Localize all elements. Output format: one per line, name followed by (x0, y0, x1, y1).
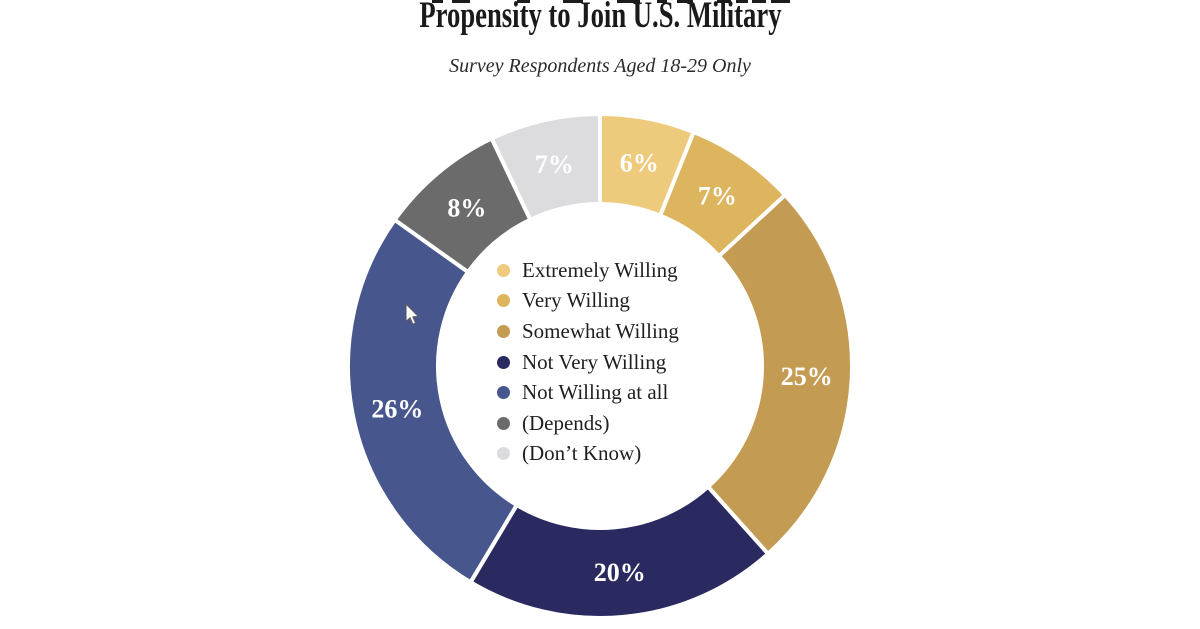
legend-item-extremely-willing[interactable]: Extremely Willing (497, 255, 679, 286)
mouse-cursor-icon (405, 303, 420, 325)
legend-item-don-t-know[interactable]: (Don’t Know) (497, 439, 679, 470)
legend-item-not-willing-at-all[interactable]: Not Willing at all (497, 377, 679, 408)
segment-value-label: 7% (698, 182, 737, 211)
legend-item-depends[interactable]: (Depends) (497, 408, 679, 439)
segment-value-label: 20% (594, 558, 646, 587)
segment-value-label: 7% (535, 150, 574, 179)
legend-label: (Depends) (522, 410, 610, 435)
donut-segment-don-t-know[interactable] (489, 111, 602, 223)
legend-swatch (497, 294, 510, 308)
legend-swatch (497, 324, 510, 338)
legend-swatch (497, 263, 510, 277)
legend-swatch (497, 355, 510, 369)
donut-segment-somewhat-willing[interactable] (705, 192, 854, 557)
donut-segment-not-willing-at-all[interactable] (346, 217, 520, 585)
legend-label: Somewhat Willing (522, 318, 679, 343)
legend-label: (Don’t Know) (522, 441, 642, 466)
legend-swatch (497, 416, 510, 430)
segment-value-label: 6% (620, 149, 659, 178)
segment-value-label: 26% (371, 394, 423, 423)
chart-legend: Extremely Willing Very Willing Somewhat Wi… (497, 255, 679, 469)
legend-label: Extremely Willing (522, 257, 678, 282)
donut-segment-not-very-willing[interactable] (467, 483, 771, 620)
legend-swatch (497, 447, 510, 461)
page-title-wrap: Propensity to Join U.S. Military (0, 0, 1200, 34)
legend-item-somewhat-willing[interactable]: Somewhat Willing (497, 316, 679, 347)
legend-swatch (497, 386, 510, 400)
legend-item-very-willing[interactable]: Very Willing (497, 286, 679, 317)
segment-value-label: 25% (781, 362, 833, 391)
legend-label: Very Willing (522, 288, 630, 313)
segment-value-label: 8% (447, 193, 486, 222)
legend-item-not-very-willing[interactable]: Not Very Willing (497, 347, 679, 378)
legend-label: Not Willing at all (522, 380, 669, 405)
chart-subtitle: Survey Respondents Aged 18-29 Only (449, 55, 751, 77)
chart-title: Propensity to Join U.S. Military (418, 0, 782, 36)
legend-label: Not Very Willing (522, 349, 667, 374)
